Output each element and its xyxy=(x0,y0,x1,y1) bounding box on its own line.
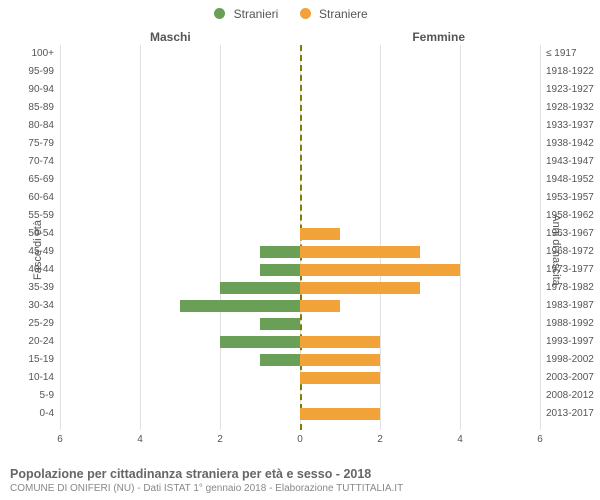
bar-male xyxy=(260,246,300,258)
birth-year-label: 1918-1922 xyxy=(540,63,594,81)
bar-female xyxy=(300,228,340,240)
bar-male xyxy=(260,318,300,330)
age-label: 30-34 xyxy=(28,297,60,315)
birth-year-label: 1943-1947 xyxy=(540,153,594,171)
age-row: 45-491968-1972 xyxy=(60,243,540,261)
birth-year-label: 2013-2017 xyxy=(540,405,594,423)
birth-year-label: 1953-1957 xyxy=(540,189,594,207)
age-label: 20-24 xyxy=(28,333,60,351)
birth-year-label: 1998-2002 xyxy=(540,351,594,369)
x-tick-label: 4 xyxy=(457,434,463,445)
bar-male xyxy=(220,282,300,294)
age-label: 100+ xyxy=(31,45,60,63)
age-row: 40-441973-1977 xyxy=(60,261,540,279)
age-label: 85-89 xyxy=(28,99,60,117)
birth-year-label: 1988-1992 xyxy=(540,315,594,333)
age-row: 50-541963-1967 xyxy=(60,225,540,243)
bar-female xyxy=(300,354,380,366)
age-label: 5-9 xyxy=(40,387,60,405)
age-label: 65-69 xyxy=(28,171,60,189)
birth-year-label: 1933-1937 xyxy=(540,117,594,135)
age-label: 50-54 xyxy=(28,225,60,243)
x-tick-label: 6 xyxy=(537,434,543,445)
legend-female-swatch xyxy=(300,8,311,19)
age-label: 10-14 xyxy=(28,369,60,387)
age-row: 85-891928-1932 xyxy=(60,99,540,117)
birth-year-label: 2003-2007 xyxy=(540,369,594,387)
legend-male-swatch xyxy=(214,8,225,19)
bar-female xyxy=(300,336,380,348)
population-pyramid-chart: Stranieri Straniere Maschi Femmine Fasce… xyxy=(0,0,600,500)
bar-male xyxy=(260,264,300,276)
age-row: 80-841933-1937 xyxy=(60,117,540,135)
chart-title: Popolazione per cittadinanza straniera p… xyxy=(10,467,590,481)
age-row: 10-142003-2007 xyxy=(60,369,540,387)
birth-year-label: 1923-1927 xyxy=(540,81,594,99)
x-tick-label: 4 xyxy=(137,434,143,445)
age-row: 75-791938-1942 xyxy=(60,135,540,153)
birth-year-label: 1993-1997 xyxy=(540,333,594,351)
bar-female xyxy=(300,246,420,258)
age-label: 80-84 xyxy=(28,117,60,135)
age-label: 55-59 xyxy=(28,207,60,225)
x-tick-label: 2 xyxy=(217,434,223,445)
age-row: 100+≤ 1917 xyxy=(60,45,540,63)
age-row: 55-591958-1962 xyxy=(60,207,540,225)
right-side-title: Femmine xyxy=(412,30,465,44)
age-label: 15-19 xyxy=(28,351,60,369)
x-tick-label: 2 xyxy=(377,434,383,445)
bar-male xyxy=(180,300,300,312)
age-row: 0-42013-2017 xyxy=(60,405,540,423)
age-row: 25-291988-1992 xyxy=(60,315,540,333)
birth-year-label: ≤ 1917 xyxy=(540,45,577,63)
age-label: 70-74 xyxy=(28,153,60,171)
age-row: 20-241993-1997 xyxy=(60,333,540,351)
legend: Stranieri Straniere xyxy=(0,6,600,21)
birth-year-label: 1948-1952 xyxy=(540,171,594,189)
age-label: 90-94 xyxy=(28,81,60,99)
bar-female xyxy=(300,264,460,276)
birth-year-label: 1963-1967 xyxy=(540,225,594,243)
age-row: 90-941923-1927 xyxy=(60,81,540,99)
bar-female xyxy=(300,282,420,294)
birth-year-label: 1928-1932 xyxy=(540,99,594,117)
birth-year-label: 1973-1977 xyxy=(540,261,594,279)
x-tick-label: 6 xyxy=(57,434,63,445)
birth-year-label: 1968-1972 xyxy=(540,243,594,261)
age-label: 0-4 xyxy=(40,405,60,423)
age-row: 95-991918-1922 xyxy=(60,63,540,81)
plot-area: 6420246100+≤ 191795-991918-192290-941923… xyxy=(60,45,540,430)
birth-year-label: 2008-2012 xyxy=(540,387,594,405)
bar-female xyxy=(300,372,380,384)
birth-year-label: 1983-1987 xyxy=(540,297,594,315)
age-label: 95-99 xyxy=(28,63,60,81)
footer: Popolazione per cittadinanza straniera p… xyxy=(10,467,590,494)
age-label: 35-39 xyxy=(28,279,60,297)
age-row: 35-391978-1982 xyxy=(60,279,540,297)
bar-female xyxy=(300,408,380,420)
birth-year-label: 1978-1982 xyxy=(540,279,594,297)
chart-subtitle: COMUNE DI ONIFERI (NU) - Dati ISTAT 1° g… xyxy=(10,483,590,494)
left-side-title: Maschi xyxy=(150,30,191,44)
age-row: 65-691948-1952 xyxy=(60,171,540,189)
birth-year-label: 1938-1942 xyxy=(540,135,594,153)
bar-male xyxy=(220,336,300,348)
age-row: 5-92008-2012 xyxy=(60,387,540,405)
age-label: 60-64 xyxy=(28,189,60,207)
birth-year-label: 1958-1962 xyxy=(540,207,594,225)
age-row: 15-191998-2002 xyxy=(60,351,540,369)
age-label: 75-79 xyxy=(28,135,60,153)
x-tick-label: 0 xyxy=(297,434,303,445)
bar-male xyxy=(260,354,300,366)
legend-female-label: Straniere xyxy=(319,7,368,21)
age-label: 25-29 xyxy=(28,315,60,333)
bar-female xyxy=(300,300,340,312)
age-label: 45-49 xyxy=(28,243,60,261)
age-row: 30-341983-1987 xyxy=(60,297,540,315)
age-row: 60-641953-1957 xyxy=(60,189,540,207)
age-label: 40-44 xyxy=(28,261,60,279)
age-row: 70-741943-1947 xyxy=(60,153,540,171)
legend-male-label: Stranieri xyxy=(234,7,279,21)
